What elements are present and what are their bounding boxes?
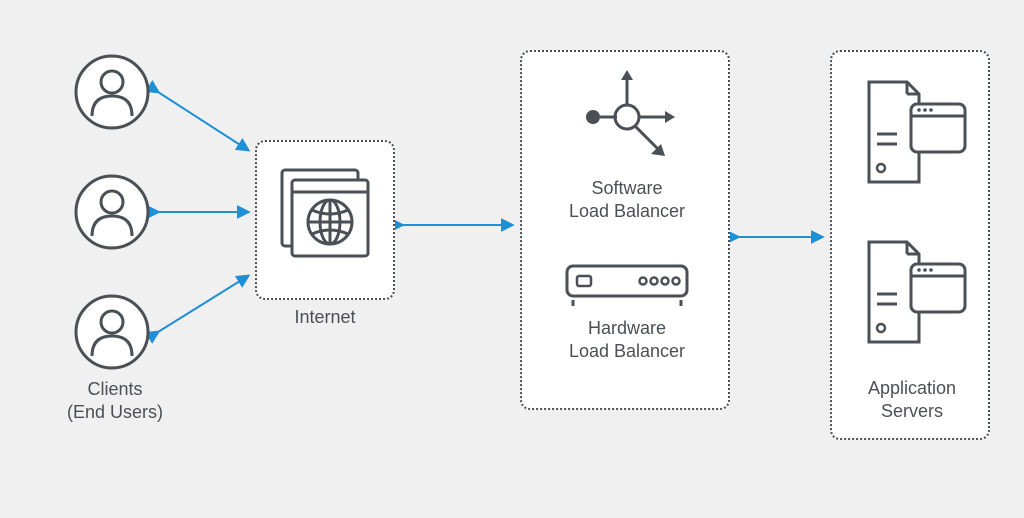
diagram-canvas: Clients(End Users) Internet: [0, 0, 1024, 518]
software-lb-label: SoftwareLoad Balancer: [522, 177, 732, 222]
arrow-client3-internet: [158, 276, 248, 332]
hardware-lb-icon: [557, 252, 697, 312]
arrow-client1-internet: [158, 92, 248, 150]
servers-box: ApplicationServers: [830, 50, 990, 440]
load-balancer-box: SoftwareLoad Balancer HardwareLoad Balan…: [520, 50, 730, 410]
user-icon: [72, 172, 152, 252]
internet-box: [255, 140, 395, 300]
user-icon: [72, 292, 152, 372]
globe-icon: [272, 162, 382, 272]
servers-label: ApplicationServers: [832, 377, 992, 422]
clients-label: Clients(End Users): [50, 378, 180, 423]
server-icon: [847, 232, 977, 362]
user-icon: [72, 52, 152, 132]
software-lb-icon: [567, 62, 687, 172]
internet-label: Internet: [255, 306, 395, 329]
hardware-lb-label: HardwareLoad Balancer: [522, 317, 732, 362]
server-icon: [847, 72, 977, 202]
